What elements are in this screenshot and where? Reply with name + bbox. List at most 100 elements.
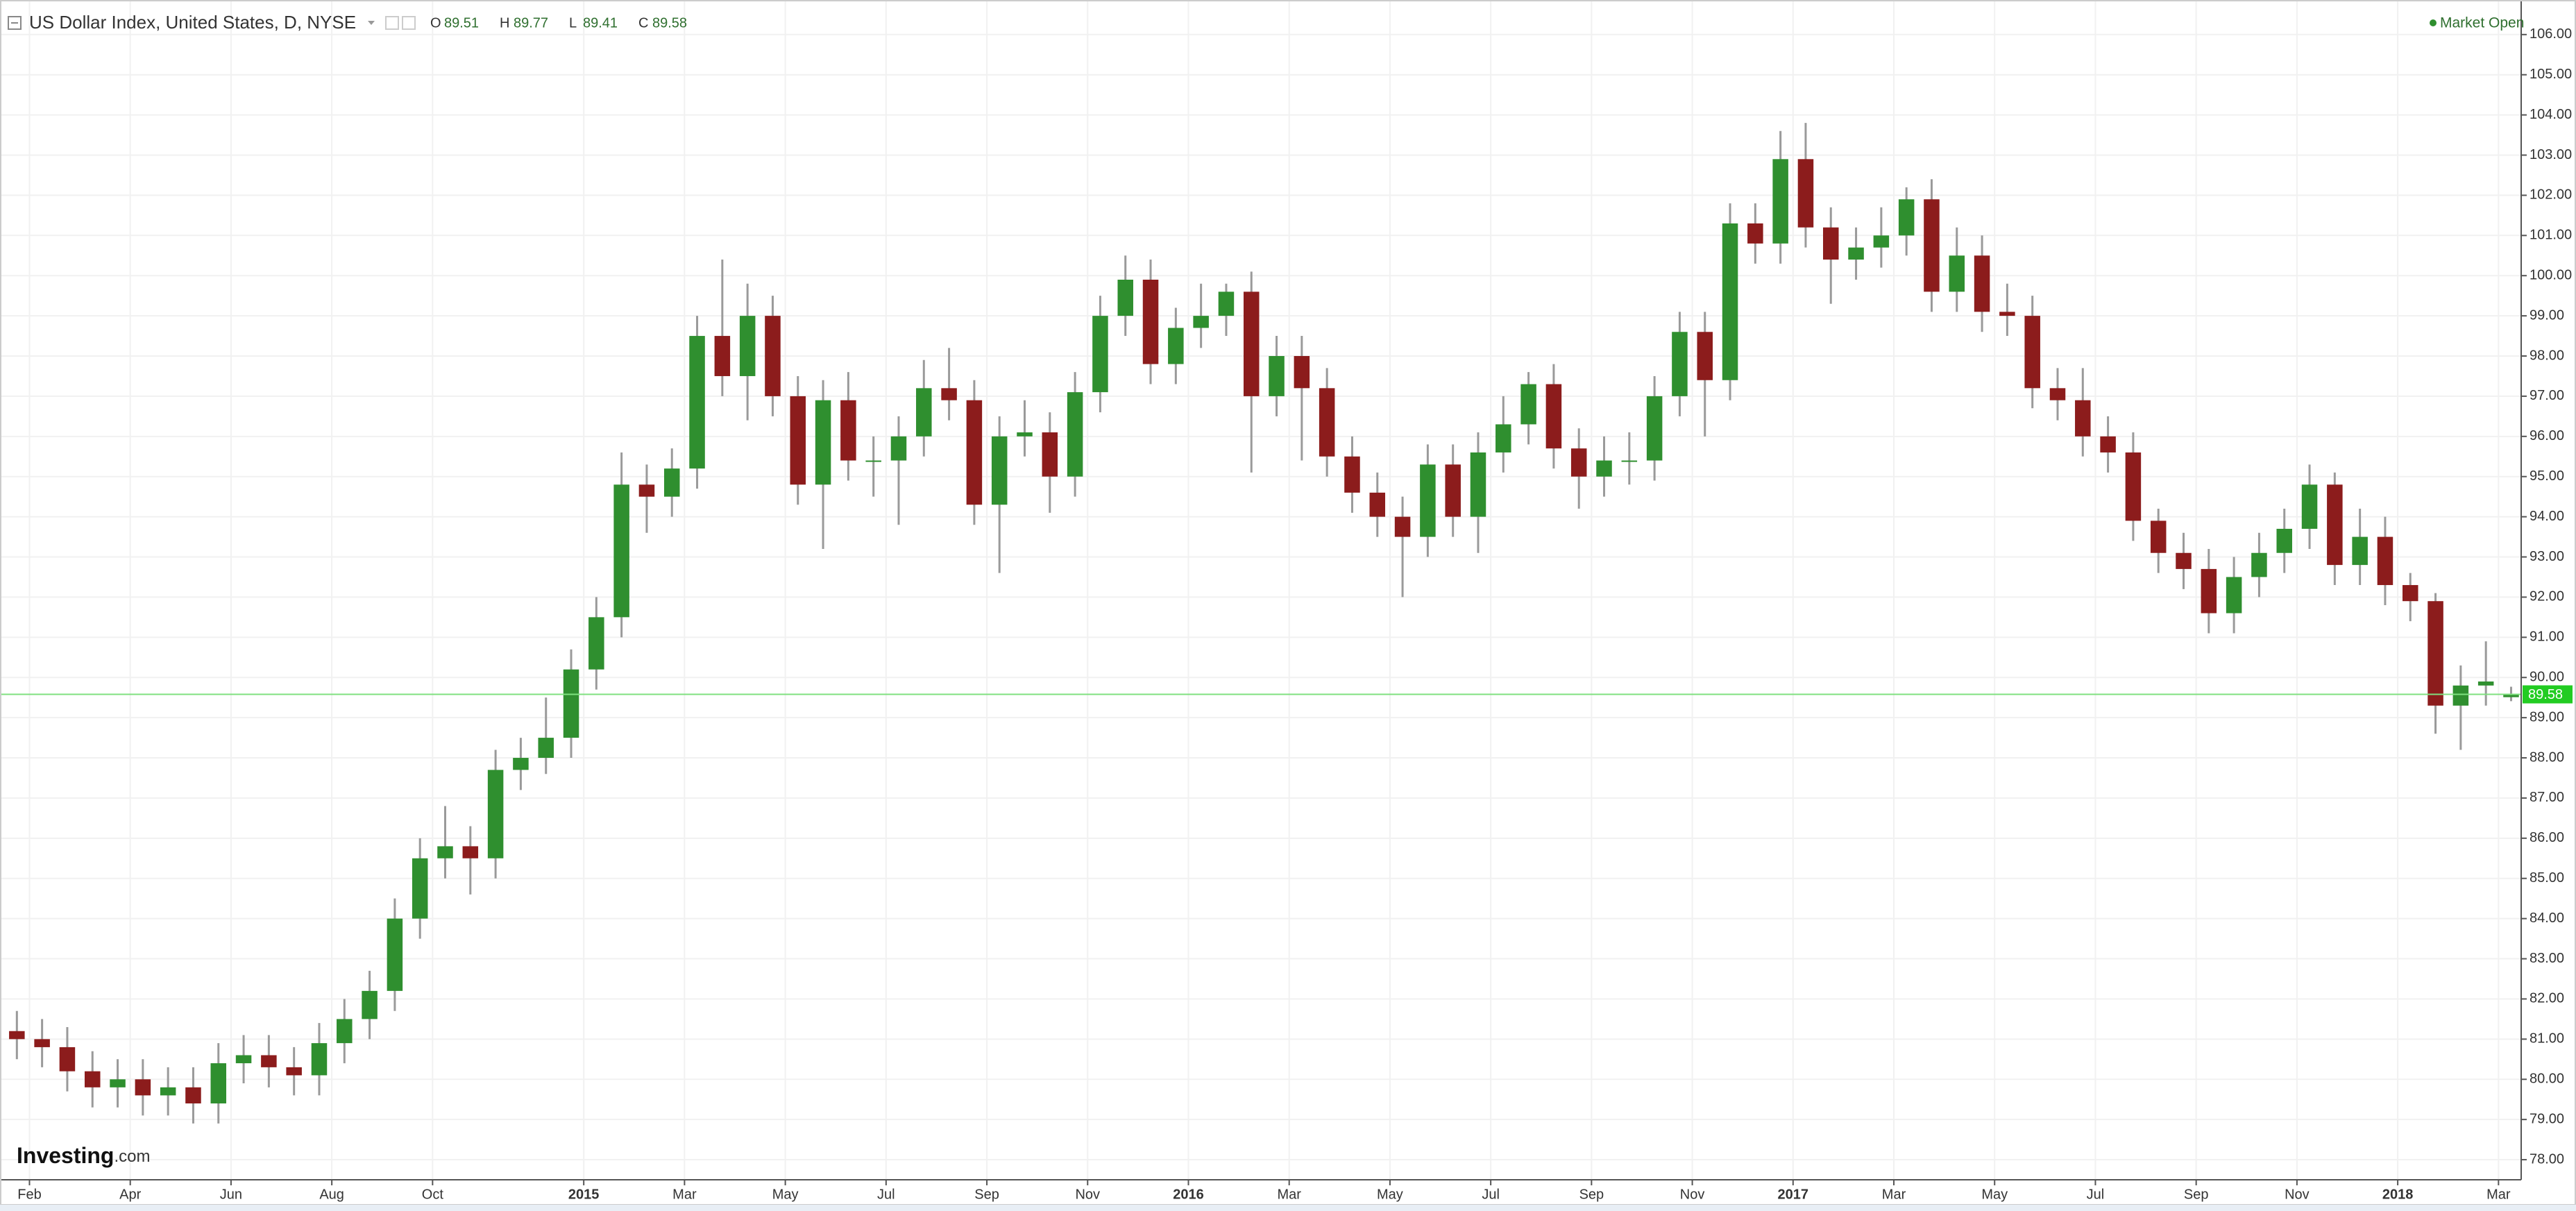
candle-body (2100, 436, 2116, 452)
y-tick-label: 98.00 (2530, 348, 2564, 363)
x-tick-label: May (1981, 1187, 2008, 1202)
watermark: Investing.com (17, 1143, 150, 1168)
candle-body (1017, 432, 1033, 437)
candle-body (1570, 448, 1587, 477)
candle-body (1697, 332, 1713, 380)
settings-button[interactable] (385, 16, 399, 30)
candle-body (337, 1019, 353, 1044)
candle-body (1672, 332, 1688, 396)
candle-body (1495, 424, 1511, 452)
x-tick-label: Mar (1277, 1187, 1301, 1202)
y-tick-label: 101.00 (2530, 228, 2572, 243)
candle-body (2301, 484, 2318, 529)
candle-body (1974, 255, 1990, 312)
candle-body (487, 770, 504, 858)
candle-body (941, 388, 957, 400)
x-tick-label: Nov (1680, 1187, 1705, 1202)
status-dot (2430, 19, 2437, 26)
candle-body (1243, 291, 1260, 396)
y-tick-label: 80.00 (2530, 1072, 2564, 1087)
candle-body (1545, 384, 1562, 449)
candle-body (2201, 568, 2217, 613)
candle-body (462, 846, 479, 858)
y-tick-label: 83.00 (2530, 951, 2564, 966)
y-tick-label: 81.00 (2530, 1031, 2564, 1047)
candle-body (588, 617, 604, 670)
x-tick-label: Mar (672, 1187, 697, 1202)
candle-body (1797, 159, 1814, 228)
candle-body (714, 336, 731, 376)
collapse-button[interactable] (8, 16, 22, 30)
candle-body (2150, 520, 2167, 553)
y-tick-label: 88.00 (2530, 750, 2564, 765)
candles (9, 123, 2519, 1124)
x-tick-label: 2015 (568, 1187, 600, 1202)
candle-body (2276, 528, 2292, 553)
candle-body (991, 436, 1008, 505)
close-button[interactable] (402, 16, 416, 30)
candle-body (765, 316, 781, 396)
candle-body (790, 396, 806, 485)
y-tick-label: 87.00 (2530, 790, 2564, 805)
y-tick-label: 96.00 (2530, 428, 2564, 443)
candle-body (185, 1087, 201, 1103)
candle-body (2327, 484, 2343, 566)
candle-body (1067, 392, 1083, 477)
last-price-label: 89.58 (2528, 687, 2563, 702)
candle-body (890, 436, 907, 461)
candle-body (1924, 199, 1940, 292)
dropdown-arrow[interactable] (368, 21, 375, 25)
candle-body (815, 400, 831, 485)
x-tick-label: Mar (1882, 1187, 1906, 1202)
candle-body (34, 1039, 50, 1047)
x-tick-label: Jul (2087, 1187, 2105, 1202)
candle-body (916, 388, 932, 437)
x-tick-label: Nov (1075, 1187, 1100, 1202)
candle-body (1420, 464, 1436, 537)
candle-body (2427, 601, 2443, 706)
x-tick-label: 2018 (2382, 1187, 2414, 1202)
y-tick-label: 91.00 (2530, 629, 2564, 645)
candle-body (1319, 388, 1335, 457)
candle-body (210, 1063, 227, 1103)
candle-body (2452, 685, 2469, 706)
y-tick-label: 78.00 (2530, 1151, 2564, 1167)
candle-body (387, 918, 403, 991)
y-tick-label: 85.00 (2530, 870, 2564, 886)
candle-body (2024, 316, 2040, 389)
y-tick-label: 90.00 (2530, 670, 2564, 685)
y-tick-label: 95.00 (2530, 468, 2564, 484)
candle-body (1898, 199, 1915, 236)
y-tick-label: 82.00 (2530, 991, 2564, 1006)
x-tick-label: Aug (319, 1187, 344, 1202)
x-tick-label: Oct (422, 1187, 444, 1202)
candle-body (2176, 552, 2192, 569)
candle-body (1344, 456, 1360, 493)
y-tick-label: 105.00 (2530, 67, 2572, 82)
candle-body (160, 1087, 176, 1096)
candle-body (1520, 384, 1536, 425)
ohlc-key: O (430, 15, 441, 31)
candle-body (563, 669, 579, 738)
y-tick-label: 104.00 (2530, 107, 2572, 122)
y-tick-label: 84.00 (2530, 911, 2564, 926)
y-tick-label: 102.00 (2530, 187, 2572, 203)
y-tick-label: 92.00 (2530, 589, 2564, 604)
ohlc-value: 89.51 (444, 15, 479, 31)
x-tick-label: Feb (17, 1187, 41, 1202)
x-tick-label: Jun (220, 1187, 242, 1202)
y-tick-label: 100.00 (2530, 267, 2572, 282)
grid (0, 0, 2521, 1180)
x-tick-label: May (1377, 1187, 1403, 1202)
candle-body (1218, 291, 1235, 316)
candle-body (135, 1079, 151, 1096)
candle-body (1168, 328, 1184, 364)
candle-body (1193, 316, 1209, 328)
candle-body (286, 1067, 302, 1076)
candle-body (638, 484, 655, 497)
candle-body (1142, 279, 1159, 364)
x-tick-label: Apr (119, 1187, 141, 1202)
candle-body (437, 846, 453, 858)
last-price-badge (2523, 685, 2573, 704)
